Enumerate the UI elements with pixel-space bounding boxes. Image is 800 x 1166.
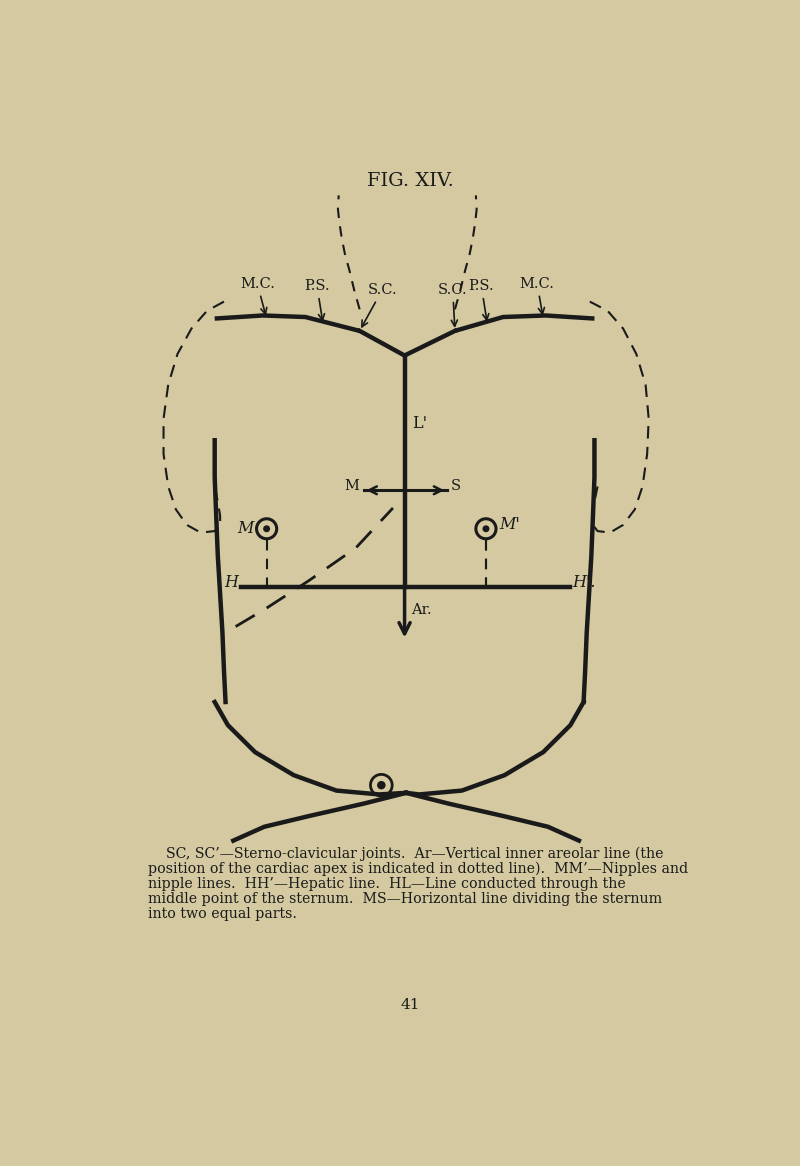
Text: 41: 41 xyxy=(400,998,420,1012)
Text: H: H xyxy=(225,574,238,591)
Text: P.S.: P.S. xyxy=(469,279,494,321)
Text: nipple lines.  HH’—Hepatic line.  HL—Line conducted through the: nipple lines. HH’—Hepatic line. HL—Line … xyxy=(148,877,626,891)
Text: P.S.: P.S. xyxy=(304,279,330,321)
Text: SC, SC’—Sterno-clavicular joints.  Ar—Vertical inner areolar line (the: SC, SC’—Sterno-clavicular joints. Ar—Ver… xyxy=(148,847,663,862)
Text: H'.: H'. xyxy=(573,574,596,591)
Text: S: S xyxy=(451,479,461,493)
Text: M.C.: M.C. xyxy=(240,276,274,314)
Circle shape xyxy=(263,526,270,532)
Text: M': M' xyxy=(499,517,520,533)
Text: middle point of the sternum.  MS—Horizontal line dividing the sternum: middle point of the sternum. MS—Horizont… xyxy=(148,892,662,906)
Circle shape xyxy=(482,526,490,532)
Text: M: M xyxy=(237,520,254,538)
Text: FIG. XIV.: FIG. XIV. xyxy=(366,173,454,190)
Text: M.C.: M.C. xyxy=(520,276,554,314)
Text: S.C.: S.C. xyxy=(438,283,467,326)
Text: Ar.: Ar. xyxy=(410,604,431,618)
Text: M: M xyxy=(345,479,360,493)
Text: S.C.: S.C. xyxy=(362,283,397,326)
Text: into two equal parts.: into two equal parts. xyxy=(148,907,297,921)
Text: position of the cardiac apex is indicated in dotted line).  MM’—Nipples and: position of the cardiac apex is indicate… xyxy=(148,862,688,876)
Text: L': L' xyxy=(412,415,427,431)
Circle shape xyxy=(377,781,386,789)
